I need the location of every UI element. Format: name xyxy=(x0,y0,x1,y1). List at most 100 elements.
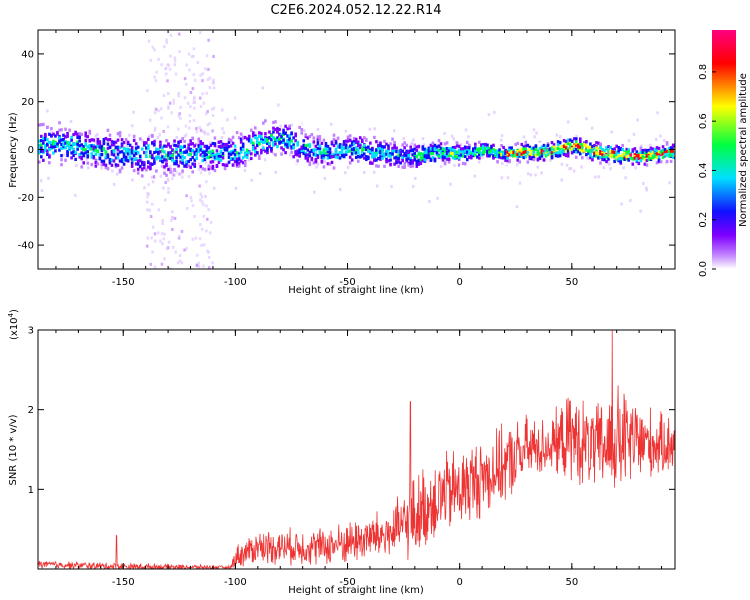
spectrogram-cell xyxy=(482,146,485,150)
spectrogram-cell xyxy=(284,124,287,128)
spectrogram-speckle xyxy=(50,131,54,135)
spectrogram-cell xyxy=(292,143,295,147)
spectrogram-cell xyxy=(102,140,106,144)
spectrogram-cell xyxy=(463,149,467,153)
spectrogram-speckle xyxy=(131,124,134,128)
spectrogram-cell xyxy=(318,138,322,142)
spectrogram-cell xyxy=(100,144,104,148)
spectrogram-cell xyxy=(510,146,513,150)
spectrogram-cell xyxy=(280,140,283,144)
spectrogram-cell xyxy=(659,152,663,157)
spectrogram-cell xyxy=(459,147,463,151)
spectrogram-cell xyxy=(249,166,253,170)
spectrogram-speckle xyxy=(452,137,456,141)
spectrogram-cell xyxy=(183,156,186,160)
spectrogram-cell xyxy=(429,157,433,161)
spectrogram-cell xyxy=(140,126,144,130)
spectrogram-cell xyxy=(449,147,453,151)
spectrogram-speckle xyxy=(659,134,662,138)
spectrogram-speckle xyxy=(313,190,316,194)
spectrogram-cell xyxy=(215,155,219,160)
spectrogram-speckle xyxy=(534,173,537,177)
spectrogram-speckle xyxy=(188,151,191,155)
spectrogram-cell xyxy=(387,146,390,150)
spectrogram-cell xyxy=(474,153,477,157)
spectrogram-speckle xyxy=(177,91,181,95)
snr-ytick-label: 3 xyxy=(28,326,34,337)
spectrogram-cell xyxy=(128,157,132,161)
spectrogram-cell xyxy=(447,157,451,161)
spectrogram-cell xyxy=(459,149,463,153)
spectrogram-cell xyxy=(253,126,257,130)
spectrogram-cell xyxy=(233,156,237,160)
spectrogram-cell xyxy=(290,131,293,135)
spectrogram-cell xyxy=(502,145,505,150)
spectrogram-cell xyxy=(623,151,627,156)
spectrogram-cell xyxy=(144,154,148,159)
spectrogram-cell xyxy=(94,159,98,163)
spectrogram-ylabel: Frequency (Hz) xyxy=(8,112,19,188)
spectrogram-cell xyxy=(205,156,209,160)
spectrogram-cell xyxy=(617,149,620,153)
spectrogram-cell xyxy=(597,147,600,151)
spectrogram-cell xyxy=(657,154,661,158)
spectrogram-cell xyxy=(532,146,536,150)
spectrogram-cell xyxy=(344,139,348,143)
spectrogram-speckle xyxy=(422,143,426,147)
spectrogram-cell xyxy=(136,167,140,171)
spectrogram-cell xyxy=(340,144,344,148)
spectrogram-cell xyxy=(661,155,665,159)
spectrogram-cell xyxy=(241,156,245,160)
spectrogram-cell xyxy=(427,146,431,150)
spectrogram-cell xyxy=(574,155,578,159)
spectrogram-cell xyxy=(235,151,239,155)
spectrogram-cell xyxy=(217,154,221,159)
spectrogram-cell xyxy=(566,152,570,156)
spectrogram-speckle xyxy=(199,171,203,175)
spectrogram-speckle xyxy=(250,178,253,182)
spectrogram-speckle xyxy=(559,135,562,139)
spectrogram-cell xyxy=(356,154,360,159)
spectrogram-cell xyxy=(233,148,237,152)
spectrogram-speckle xyxy=(411,184,415,188)
spectrogram-cell xyxy=(455,144,459,148)
spectrogram-speckle xyxy=(421,137,425,141)
spectrogram-speckle xyxy=(175,170,178,174)
spectrogram-speckle xyxy=(165,38,168,42)
spectrogram-cell xyxy=(403,154,406,158)
spectrogram-cell xyxy=(530,150,534,154)
spectrogram-cell xyxy=(429,152,433,156)
spectrogram-cell xyxy=(120,157,124,162)
spectrogram-cell xyxy=(379,143,382,147)
spectrogram-cell xyxy=(389,154,392,158)
spectrogram-speckle xyxy=(166,125,170,129)
spectrogram-cell xyxy=(40,134,43,138)
spectrogram-cell xyxy=(237,157,241,161)
spectrogram-cell xyxy=(560,149,564,153)
spectrogram-cell xyxy=(84,134,88,138)
spectrogram-speckle xyxy=(47,176,50,180)
spectrogram-cell xyxy=(74,132,77,136)
spectrogram-speckle xyxy=(585,117,588,121)
spectrogram-cell xyxy=(189,165,192,169)
spectrogram-speckle xyxy=(206,110,209,114)
spectrogram-cell xyxy=(217,152,221,156)
spectrogram-cell xyxy=(288,137,291,141)
spectrogram-cell xyxy=(221,152,225,156)
spectrogram-cell xyxy=(536,152,540,156)
spectrogram-speckle xyxy=(87,166,90,170)
spectrogram-cell xyxy=(336,145,340,149)
spectrogram-cell xyxy=(231,141,235,145)
spectrogram-cell xyxy=(552,143,556,147)
spectrogram-cell xyxy=(393,143,396,147)
spectrogram-cell xyxy=(494,149,497,153)
spectrogram-cell xyxy=(276,130,279,134)
spectrogram-cell xyxy=(472,152,475,156)
spectrogram-cell xyxy=(181,169,184,173)
spectrogram-cell xyxy=(264,132,267,136)
spectrogram-cell xyxy=(425,153,429,157)
spectrogram-speckle xyxy=(177,234,181,238)
spectrogram-cell xyxy=(284,142,287,146)
spectrogram-speckle xyxy=(160,116,163,120)
